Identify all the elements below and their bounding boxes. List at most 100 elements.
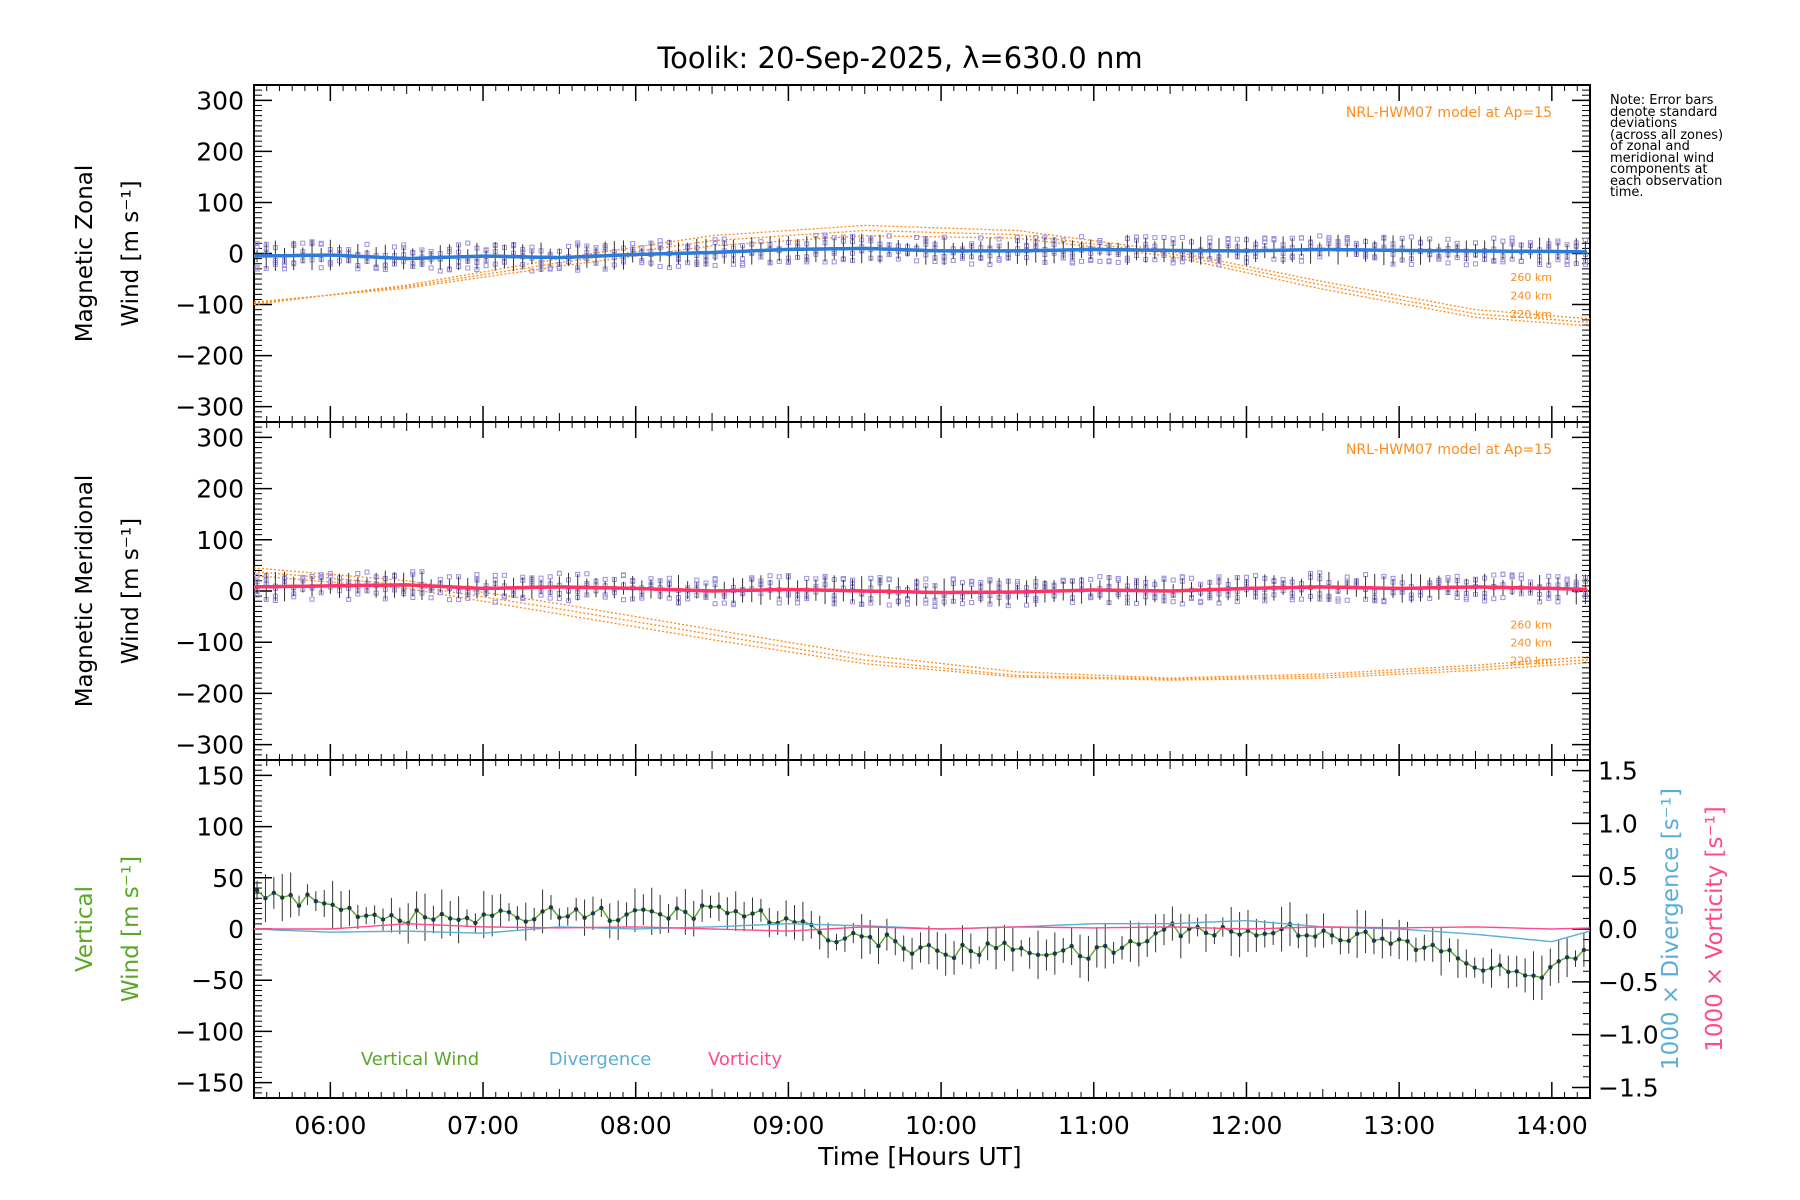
- vertical-wind-point: [1312, 934, 1318, 939]
- vertical-wind-point: [389, 913, 394, 918]
- vertical-wind-point: [1069, 943, 1074, 949]
- zone-point: [254, 244, 260, 250]
- zone-point: [969, 261, 975, 267]
- zone-point: [923, 576, 929, 582]
- zone-point: [1253, 573, 1259, 579]
- vertical-wind-point: [515, 915, 520, 921]
- y-tick-label: −200: [175, 342, 244, 371]
- vertical-wind-point: [1581, 947, 1587, 953]
- vertical-wind-point: [1548, 965, 1553, 970]
- vertical-wind-point: [985, 941, 990, 946]
- zone-point: [1445, 236, 1451, 242]
- zone-point: [1271, 236, 1277, 242]
- zone-point: [401, 242, 407, 248]
- zone-point: [1344, 597, 1350, 603]
- zone-point: [1500, 571, 1506, 577]
- zone-point: [556, 570, 562, 576]
- zone-point: [969, 599, 975, 605]
- zone-point: [657, 263, 663, 269]
- zone-point: [318, 265, 324, 271]
- vertical-wind-point: [1304, 933, 1309, 938]
- vertical-wind-point: [1422, 945, 1427, 950]
- note-line: denote standard: [1610, 104, 1718, 120]
- zone-point: [1152, 235, 1158, 241]
- zone-point: [1134, 234, 1140, 240]
- zone-point: [620, 597, 626, 603]
- zone-point: [364, 569, 370, 575]
- vertical-wind-point: [548, 905, 554, 910]
- vertical-wind-point: [893, 939, 898, 944]
- model-curve-label: 260 km: [1510, 619, 1552, 632]
- note-line: meridional wind: [1610, 150, 1715, 166]
- vertical-wind-point: [859, 934, 864, 939]
- zone-point: [1564, 261, 1570, 267]
- zone-point: [1170, 577, 1176, 583]
- vertical-wind-point: [1464, 961, 1469, 966]
- note-line: (across all zones): [1610, 127, 1724, 143]
- zone-point: [1115, 259, 1121, 265]
- zone-point: [1024, 602, 1030, 608]
- vertical-wind-point: [590, 911, 596, 916]
- zone-point: [1344, 574, 1350, 580]
- zone-point: [1491, 572, 1497, 578]
- zone-point: [364, 241, 370, 247]
- vertical-wind-point: [263, 896, 268, 901]
- zone-point: [886, 602, 892, 608]
- zone-point: [996, 236, 1002, 242]
- vertical-wind-point: [1077, 953, 1083, 959]
- model-curve-240km: [253, 229, 1591, 324]
- legend-label: Divergence: [549, 1049, 652, 1070]
- y-tick-label: 300: [196, 423, 244, 452]
- x-tick-label: 06:00: [294, 1111, 366, 1140]
- y-tick-label: 0: [228, 915, 244, 944]
- vertical-wind-point: [935, 948, 940, 953]
- zone-point: [1546, 573, 1552, 579]
- zone-point: [1463, 262, 1469, 268]
- zone-point: [978, 235, 984, 241]
- note-line: components at: [1610, 162, 1708, 177]
- vertical-wind-point: [842, 936, 848, 941]
- note-line: Note: Error bars: [1610, 93, 1714, 108]
- vertical-wind-point: [758, 908, 764, 913]
- x-tick-label: 10:00: [905, 1111, 977, 1140]
- y-right-tick-label: −0.5: [1598, 968, 1659, 997]
- vertical-wind-point: [1514, 969, 1519, 974]
- vertical-wind-point: [649, 909, 654, 914]
- zone-point: [1509, 235, 1515, 241]
- y-axis-title: Magnetic Zonal: [72, 165, 98, 343]
- vertical-wind-point: [607, 918, 612, 924]
- zone-point: [309, 596, 315, 602]
- y-tick-label: −300: [175, 393, 244, 422]
- vertical-wind-point: [1061, 948, 1066, 953]
- vertical-wind-point: [364, 913, 369, 918]
- zone-point: [959, 601, 965, 607]
- vertical-wind-point: [1296, 933, 1301, 938]
- zone-point: [1069, 259, 1075, 265]
- zone-point: [446, 574, 452, 580]
- zone-point: [547, 595, 553, 601]
- zone-point: [795, 600, 801, 606]
- zone-point: [1298, 596, 1304, 602]
- vertical-wind-point: [313, 898, 319, 904]
- vertical-wind-point: [481, 912, 486, 917]
- zone-point: [465, 265, 471, 271]
- zone-point: [282, 266, 288, 272]
- zone-point: [712, 263, 718, 269]
- vertical-wind-point: [1262, 931, 1267, 937]
- y-tick-label: −100: [175, 1017, 244, 1046]
- vertical-wind-point: [1103, 943, 1108, 949]
- zone-point: [547, 574, 553, 580]
- zone-point: [1234, 236, 1240, 242]
- vertical-wind-point: [296, 903, 302, 908]
- zone-point: [675, 263, 681, 269]
- zone-point: [492, 572, 498, 578]
- vertical-wind-point: [1438, 949, 1444, 954]
- zone-point: [501, 572, 507, 578]
- vertical-wind-point: [767, 920, 772, 925]
- vertical-wind-point: [632, 908, 638, 913]
- zone-point: [529, 244, 535, 250]
- y-tick-label: 50: [212, 864, 244, 893]
- vertical-wind-point: [1119, 945, 1125, 951]
- vertical-wind-point: [338, 907, 344, 912]
- vertical-wind-point: [1052, 951, 1058, 956]
